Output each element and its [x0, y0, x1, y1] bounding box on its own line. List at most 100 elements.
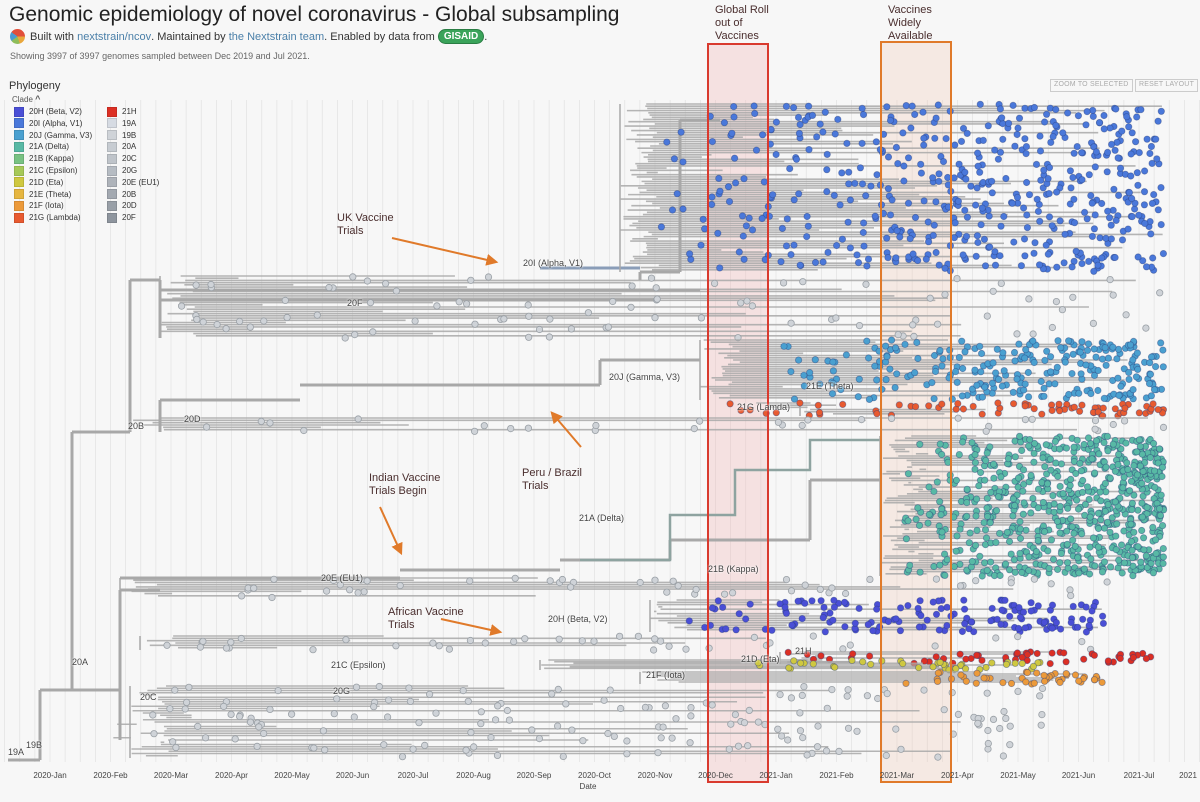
- tip-point: [1041, 528, 1049, 536]
- legend-item[interactable]: 20E (EU1): [107, 177, 159, 188]
- tip-point: [820, 603, 828, 612]
- tip-point: [855, 321, 864, 330]
- legend-item[interactable]: 20F: [107, 212, 136, 223]
- tip-point: [961, 620, 969, 628]
- legend-item[interactable]: 20D: [107, 200, 137, 211]
- tip-point: [1030, 249, 1038, 257]
- tip-point: [1015, 114, 1024, 122]
- tip-point: [1029, 330, 1037, 338]
- tip-point: [994, 155, 1003, 163]
- tip-point: [470, 427, 479, 435]
- tip-point: [722, 625, 730, 633]
- tip-point: [977, 349, 986, 358]
- nextstrain-team-link[interactable]: the Nextstrain team: [228, 30, 325, 43]
- tip-point: [553, 722, 562, 730]
- tip-point: [1034, 536, 1042, 545]
- tip-point: [955, 353, 963, 362]
- legend-item[interactable]: 20I (Alpha, V1): [14, 118, 82, 129]
- tip-point: [983, 494, 991, 502]
- tip-point: [1094, 366, 1102, 375]
- tip-point: [1048, 406, 1056, 415]
- tip-point: [934, 101, 942, 109]
- tip-point: [1152, 362, 1160, 371]
- tip-point: [816, 380, 824, 388]
- tip-point: [1038, 410, 1046, 418]
- tip-point: [1016, 549, 1024, 558]
- legend-item[interactable]: 21E (Theta): [14, 189, 71, 200]
- tip-point: [321, 746, 329, 754]
- tip-point: [1025, 393, 1033, 401]
- tip-point: [1046, 455, 1055, 463]
- tip-point: [1158, 409, 1167, 417]
- byline: Built with nextstrain/ncov. Maintained b…: [10, 29, 487, 44]
- tip-point: [1077, 370, 1085, 378]
- legend-item[interactable]: 21F (Iota): [14, 200, 64, 211]
- legend-item[interactable]: 20C: [107, 153, 137, 164]
- tip-point: [730, 113, 738, 121]
- reset-layout-button[interactable]: RESET LAYOUT: [1135, 79, 1199, 92]
- legend-item[interactable]: 19B: [107, 130, 136, 141]
- tip-point: [842, 351, 851, 359]
- tip-point: [1050, 500, 1058, 508]
- legend-item[interactable]: 20A: [107, 141, 136, 152]
- tip-point: [740, 719, 749, 727]
- legend-item[interactable]: 20J (Gamma, V3): [14, 130, 92, 141]
- tip-point: [1074, 112, 1083, 120]
- tip-point: [697, 241, 705, 249]
- legend-item[interactable]: 21D (Eta): [14, 177, 63, 188]
- legend-item[interactable]: 20G: [107, 165, 137, 176]
- tip-point: [1022, 346, 1030, 354]
- zoom-to-selected-button[interactable]: ZOOM TO SELECTED: [1050, 79, 1133, 92]
- tip-point: [1033, 195, 1041, 203]
- tip-point: [954, 197, 963, 205]
- tip-point: [932, 610, 941, 618]
- clade-label: 21A (Delta): [579, 513, 625, 523]
- tip-point: [982, 534, 991, 542]
- tip-point: [203, 423, 211, 431]
- tip-point: [1056, 407, 1064, 415]
- tip-point: [1102, 361, 1110, 369]
- tip-point: [1108, 140, 1116, 148]
- ncov-link[interactable]: nextstrain/ncov: [77, 30, 152, 43]
- legend-item[interactable]: 21G (Lambda): [14, 212, 81, 223]
- tip-point: [956, 650, 964, 658]
- tip-point: [1067, 475, 1075, 483]
- tip-point: [1135, 149, 1143, 157]
- legend-item[interactable]: 20H (Beta, V2): [14, 106, 82, 117]
- tip-point: [236, 317, 244, 325]
- legend-item[interactable]: 21C (Epsilon): [14, 165, 77, 176]
- legend-item[interactable]: 21H: [107, 106, 137, 117]
- tip-point: [980, 235, 989, 243]
- tip-point: [932, 248, 940, 257]
- tip-point: [257, 417, 265, 425]
- tip-point: [238, 592, 246, 600]
- tip-point: [670, 155, 679, 163]
- legend-item[interactable]: 20B: [107, 189, 136, 200]
- tip-point: [864, 354, 873, 362]
- legend-swatch: [14, 118, 24, 129]
- gisaid-logo[interactable]: GISAID: [437, 29, 485, 44]
- legend-item[interactable]: 19A: [107, 118, 136, 129]
- tip-point: [1114, 374, 1122, 382]
- tip-point: [1056, 445, 1064, 453]
- tip-point: [1045, 564, 1053, 573]
- clade-legend-toggle[interactable]: Clade ^: [12, 94, 40, 104]
- legend-swatch: [14, 189, 24, 200]
- tip-point: [1022, 150, 1030, 158]
- clade-label: 20H (Beta, V2): [548, 614, 608, 624]
- legend-swatch: [107, 153, 117, 164]
- tip-point: [930, 395, 938, 403]
- tip-point: [750, 102, 758, 110]
- tip-point: [1057, 625, 1065, 633]
- tip-point: [940, 706, 948, 714]
- tip-point: [815, 408, 824, 417]
- tip-point: [1064, 109, 1072, 117]
- legend-item[interactable]: 21B (Kappa): [14, 153, 74, 164]
- tip-point: [858, 104, 866, 113]
- legend-item[interactable]: 21A (Delta): [14, 141, 69, 152]
- tip-point: [665, 642, 673, 650]
- tip-point: [510, 637, 518, 646]
- tip-point: [809, 660, 817, 668]
- tip-point: [578, 637, 586, 645]
- tip-point: [1147, 392, 1156, 400]
